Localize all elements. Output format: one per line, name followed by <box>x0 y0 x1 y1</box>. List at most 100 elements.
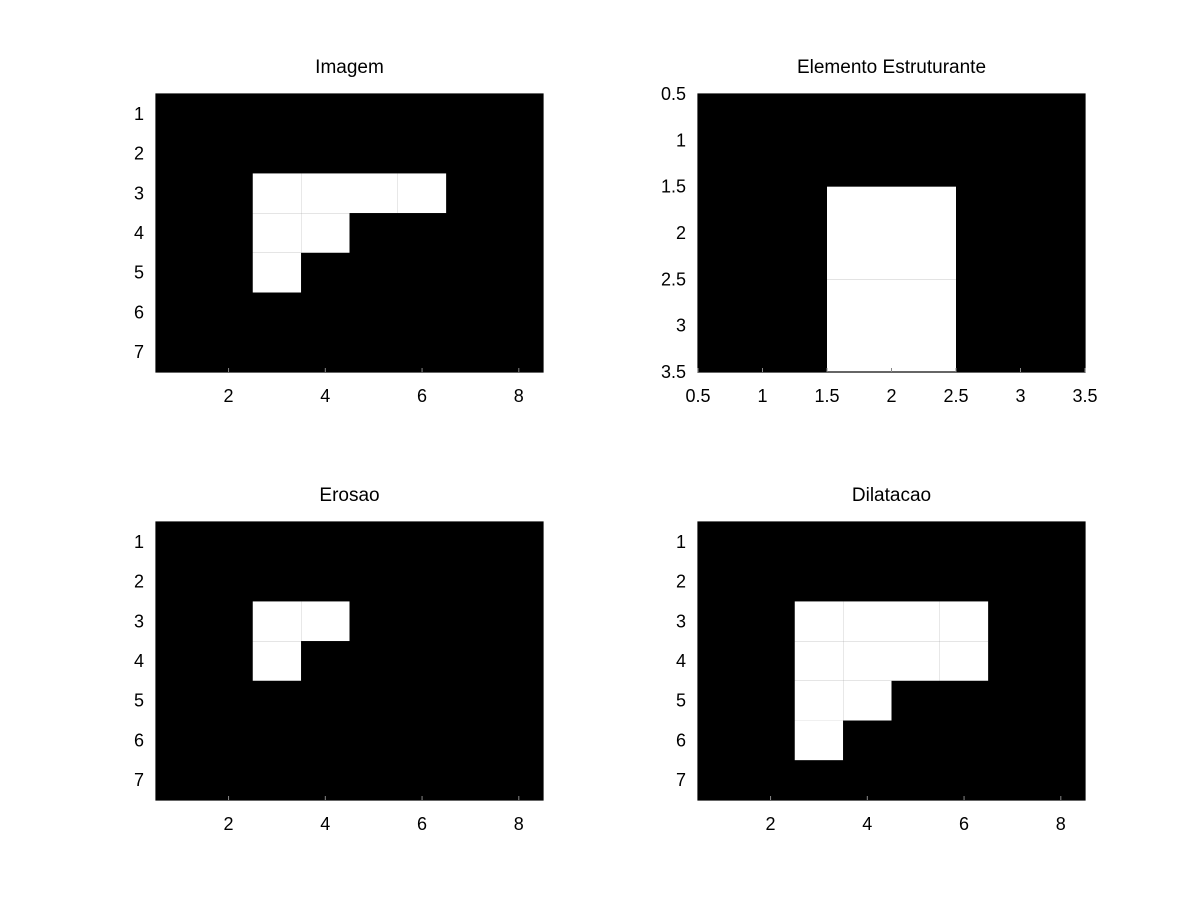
dilatacao-pixel-r7-c2 <box>746 760 795 800</box>
dilatacao-pixel-r5-c6 <box>939 680 989 721</box>
dilatacao-ytick-label-4: 5 <box>676 691 686 711</box>
erosao-pixel-r3-c3 <box>252 601 302 642</box>
dilatacao-pixel-r6-c2 <box>746 720 795 761</box>
elemento-estruturante-xtick-label-6: 3.5 <box>1072 386 1097 406</box>
imagem-pixel-r2-c2 <box>204 133 253 174</box>
elemento-estruturante-xtick-label-1: 1 <box>757 386 767 406</box>
dilatacao-pixel-r7-c6 <box>939 760 989 800</box>
imagem-pixel-r5-c5 <box>349 252 398 293</box>
erosao-pixel-r6-c2 <box>204 720 253 761</box>
dilatacao-pixel-r3-c1 <box>698 601 747 642</box>
dilatacao-xtick-label-1: 4 <box>862 814 872 834</box>
imagem-pixel-r2-c1 <box>156 133 205 174</box>
imagem-ytick-label-6: 7 <box>134 342 144 362</box>
imagem-pixel-r3-c4 <box>301 173 350 214</box>
imagem-pixel-r1-c3 <box>252 94 302 134</box>
imagem-pixel-r1-c5 <box>349 94 398 134</box>
erosao-pixel-r2-c2 <box>204 561 253 602</box>
imagem-pixel-r2-c5 <box>349 133 398 174</box>
erosao-pixel-r5-c1 <box>156 680 205 721</box>
imagem-ytick-label-2: 3 <box>134 183 144 203</box>
erosao-pixel-r3-c7 <box>446 601 495 642</box>
erosao-pixel-r5-c5 <box>349 680 398 721</box>
imagem-pixel-r6-c8 <box>494 292 543 333</box>
erosao-xtick-label-0: 2 <box>224 814 234 834</box>
imagem-pixel-r2-c6 <box>397 133 447 174</box>
imagem-pixel-r1-c7 <box>446 94 495 134</box>
dilatacao-xtick-label-2: 6 <box>959 814 969 834</box>
erosao-pixel-r4-c4 <box>301 641 350 681</box>
dilatacao-pixel-r3-c6 <box>939 601 989 642</box>
panel-erosao: 2 4 6 8 1 2 3 4 5 6 7 Erosao <box>134 485 544 834</box>
imagem-pixel-r5-c3 <box>252 252 302 293</box>
elemento-estruturante-pixel-r2-c3 <box>956 186 1085 280</box>
dilatacao-pixel-r3-c8 <box>1036 601 1085 642</box>
elemento-estruturante-xtick-label-0: 0.5 <box>685 386 710 406</box>
erosao-pixel-r5-c6 <box>397 680 447 721</box>
erosao-pixel-r6-c7 <box>446 720 495 761</box>
elemento-estruturante-ytick-label-4: 2.5 <box>661 269 686 289</box>
erosao-pixel-r1-c4 <box>301 522 350 562</box>
erosao-ytick-label-5: 6 <box>134 730 144 750</box>
erosao-pixel-r4-c8 <box>494 641 543 681</box>
dilatacao-axes-frame <box>697 521 1086 801</box>
imagem-pixel-r6-c4 <box>301 292 350 333</box>
imagem-pixel-r2-c8 <box>494 133 543 174</box>
imagem-ytick-label-3: 4 <box>134 223 144 243</box>
imagem-pixel-r5-c4 <box>301 252 350 293</box>
imagem-pixel-r5-c7 <box>446 252 495 293</box>
erosao-pixel-r7-c6 <box>397 760 447 800</box>
erosao-pixel-r1-c8 <box>494 522 543 562</box>
erosao-pixel-r6-c3 <box>252 720 302 761</box>
erosao-pixel-r6-c1 <box>156 720 205 761</box>
erosao-pixel-r1-c1 <box>156 522 205 562</box>
imagem-pixel-r3-c8 <box>494 173 543 214</box>
dilatacao-pixel-r7-c5 <box>891 760 940 800</box>
imagem-pixel-r4-c1 <box>156 213 205 253</box>
erosao-pixel-r3-c1 <box>156 601 205 642</box>
elemento-estruturante-xtick-label-2: 1.5 <box>814 386 839 406</box>
elemento-estruturante-pixel-r1-c2 <box>827 94 956 187</box>
erosao-pixel-r3-c8 <box>494 601 543 642</box>
dilatacao-pixel-r6-c8 <box>1036 720 1085 761</box>
dilatacao-pixel-r2-c1 <box>698 561 747 602</box>
imagem-pixel-r4-c7 <box>446 213 495 253</box>
erosao-pixel-r6-c4 <box>301 720 350 761</box>
imagem-pixel-r4-c8 <box>494 213 543 253</box>
imagem-pixel-r1-c2 <box>204 94 253 134</box>
erosao-pixel-r7-c7 <box>446 760 495 800</box>
elemento-estruturante-xtick-label-5: 3 <box>1015 386 1025 406</box>
imagem-ytick-label-0: 1 <box>134 104 144 124</box>
erosao-ytick-label-4: 5 <box>134 691 144 711</box>
imagem-pixel-r7-c1 <box>156 332 205 372</box>
dilatacao-pixel-r7-c1 <box>698 760 747 800</box>
erosao-pixel-r4-c7 <box>446 641 495 681</box>
dilatacao-pixel-r6-c3 <box>794 720 844 761</box>
elemento-estruturante-title: Elemento Estruturante <box>797 57 986 78</box>
panel-dilatacao: 2 4 6 8 1 2 3 4 5 6 7 Dilatacao <box>676 485 1086 834</box>
imagem-pixel-r2-c7 <box>446 133 495 174</box>
erosao-pixel-r4-c5 <box>349 641 398 681</box>
elemento-estruturante-ytick-label-6: 3.5 <box>661 362 686 382</box>
erosao-pixel-r3-c2 <box>204 601 253 642</box>
imagem-title: Imagem <box>315 57 384 78</box>
panel-imagem: 2 4 6 8 1 2 3 4 5 6 7 Imagem <box>134 57 544 406</box>
elemento-estruturante-pixel-r3-c1 <box>698 279 827 372</box>
erosao-pixel-r7-c5 <box>349 760 398 800</box>
imagem-pixel-r7-c4 <box>301 332 350 372</box>
erosao-pixel-r1-c7 <box>446 522 495 562</box>
dilatacao-pixel-r4-c4 <box>843 641 892 681</box>
dilatacao-pixel-r4-c2 <box>746 641 795 681</box>
dilatacao-pixel-r5-c1 <box>698 680 747 721</box>
imagem-pixel-r6-c6 <box>397 292 447 333</box>
imagem-ytick-label-5: 6 <box>134 302 144 322</box>
dilatacao-pixel-r6-c1 <box>698 720 747 761</box>
dilatacao-pixel-r2-c2 <box>746 561 795 602</box>
dilatacao-pixel-r1-c3 <box>794 522 844 562</box>
erosao-pixel-r4-c6 <box>397 641 447 681</box>
erosao-pixel-r7-c8 <box>494 760 543 800</box>
dilatacao-ytick-label-0: 1 <box>676 532 686 552</box>
imagem-ytick-label-4: 5 <box>134 263 144 283</box>
erosao-pixel-r7-c1 <box>156 760 205 800</box>
